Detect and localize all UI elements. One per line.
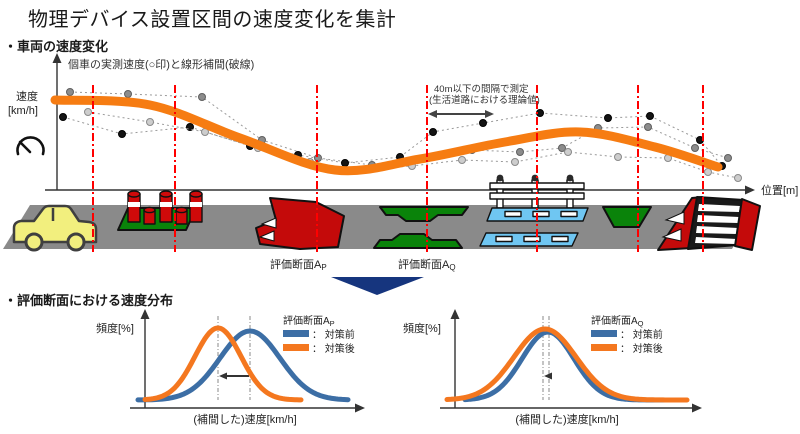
y-axis-unit-label: [km/h]: [8, 105, 38, 117]
y-axis-arrow-icon: [141, 309, 150, 319]
distribution-chart-ap: 頻度[%] (補間した)速度[km/h] 評価断面AP ： 対策前 ： 対策後: [90, 308, 400, 432]
measured-point: [565, 149, 572, 156]
interval-arrow-right-icon: [485, 110, 494, 118]
down-arrow-icon: [331, 277, 424, 295]
shift-arrow-icon: [544, 373, 552, 380]
interval-annotation: 40m以下の間隔で測定 (生活道路における理論値): [428, 83, 540, 118]
measured-point: [459, 157, 466, 164]
bollard-island-icon: [118, 191, 202, 230]
x-axis-label: (補間した)速度[km/h]: [193, 412, 296, 426]
measured-point: [430, 129, 437, 136]
measured-point: [67, 89, 74, 96]
x-axis-label: (補間した)速度[km/h]: [515, 412, 618, 426]
shift-arrow-icon: [219, 373, 227, 380]
bollards: [128, 191, 202, 224]
measured-point: [645, 124, 652, 131]
page-title: 物理デバイス設置区間の速度変化を集計: [28, 3, 396, 32]
measured-point: [725, 155, 732, 162]
measured-point: [615, 154, 622, 161]
distribution-curve-対策後: [145, 328, 301, 400]
section-a-q-label: 評価断面AQ: [398, 257, 456, 272]
legend-before-label: ： 対策前: [312, 328, 355, 341]
legend-swatch-after: [591, 344, 617, 351]
section-a-p-label: 評価断面AP: [270, 257, 327, 272]
legend-swatch-before: [283, 330, 309, 337]
speed-position-chart: 速度 [km/h] 位置[m] 個車の実測速度(○印)と線形補間(破線) 40m…: [0, 52, 800, 302]
legend-after-label: ： 対策後: [312, 342, 355, 355]
legend-before-label: ： 対策前: [620, 328, 663, 341]
y-axis-label: 頻度[%]: [403, 321, 441, 335]
measured-point: [512, 159, 519, 166]
distribution-chart-aq: 頻度[%] (補間した)速度[km/h] 評価断面AQ ： 対策前 ： 対策後: [395, 308, 735, 432]
measured-point: [735, 175, 742, 182]
measured-point: [342, 160, 349, 167]
measured-point: [199, 94, 206, 101]
interval-arrow-left-icon: [428, 110, 437, 118]
legend-after-label: ： 対策後: [620, 342, 663, 355]
measured-speed-annotation: 個車の実測速度(○印)と線形補間(破線): [68, 57, 254, 71]
measured-point: [60, 114, 67, 121]
legend-swatch-before: [591, 330, 617, 337]
measured-point: [125, 91, 132, 98]
measured-point: [517, 149, 524, 156]
measured-point: [705, 169, 712, 176]
y-axis-label: 速度: [16, 89, 38, 103]
interval-annotation-line1: 40m以下の間隔で測定: [434, 83, 529, 95]
legend: 評価断面AP ： 対策前 ： 対策後: [283, 314, 355, 355]
x-axis-arrow-icon: [745, 186, 755, 195]
legend-title: 評価断面AP: [283, 314, 335, 328]
legend: 評価断面AQ ： 対策前 ： 対策後: [591, 314, 663, 355]
measured-point: [85, 109, 92, 116]
speedometer-icon: [18, 137, 44, 154]
y-axis-arrow-icon: [451, 309, 460, 319]
y-axis-label: 頻度[%]: [96, 321, 134, 335]
measured-point: [480, 120, 487, 127]
measured-point: [647, 113, 654, 120]
x-axis-arrow-icon: [355, 404, 365, 413]
x-axis-label: 位置[m]: [761, 183, 798, 197]
distribution-curve-対策前: [465, 332, 675, 400]
y-axis-arrow-icon: [53, 53, 62, 63]
measured-point: [147, 119, 154, 126]
measured-point: [119, 131, 126, 138]
interval-annotation-line2: (生活道路における理論値): [429, 94, 540, 106]
measured-point: [692, 145, 699, 152]
x-axis-arrow-icon: [692, 404, 702, 413]
legend-swatch-after: [283, 344, 309, 351]
measured-speed-traces: [60, 89, 742, 182]
legend-title: 評価断面AQ: [591, 314, 644, 328]
measured-point: [605, 115, 612, 122]
